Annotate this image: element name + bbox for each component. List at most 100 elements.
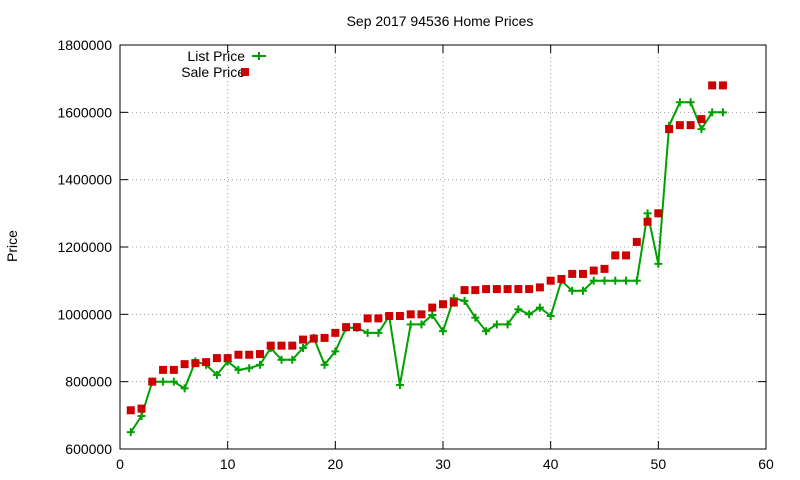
- x-tick-label: 20: [328, 456, 344, 472]
- y-axis-label: Price: [4, 230, 20, 262]
- sale-price-point: [482, 285, 491, 294]
- sale-price-point: [202, 358, 211, 367]
- x-tick-label: 0: [116, 456, 124, 472]
- list-price-point: [137, 412, 146, 421]
- sale-price-point: [611, 251, 620, 260]
- sale-price-point: [277, 341, 286, 350]
- sale-price-point: [352, 323, 361, 332]
- list-price-point: [611, 276, 620, 285]
- sale-price-point: [460, 286, 469, 295]
- sale-price-point: [665, 125, 674, 134]
- list-price-point: [126, 428, 135, 437]
- sale-price-point: [406, 310, 415, 319]
- list-price-point: [169, 377, 178, 386]
- sale-price-point: [223, 354, 232, 363]
- list-price-point: [643, 209, 652, 218]
- sale-price-point: [320, 333, 329, 342]
- x-tick-label: 60: [758, 456, 774, 472]
- sale-price-point: [266, 341, 275, 350]
- grid: [120, 45, 766, 449]
- legend-sample-sale-price: [241, 68, 249, 76]
- sale-price-point: [449, 298, 458, 307]
- sale-price-point: [525, 285, 534, 294]
- sale-price-point: [234, 350, 243, 359]
- sale-price-point: [428, 303, 437, 312]
- list-price-point: [159, 377, 168, 386]
- sale-price-point: [600, 264, 609, 273]
- list-price-point: [299, 344, 308, 352]
- list-price-point: [482, 327, 491, 336]
- list-price-point: [363, 328, 372, 337]
- sale-price-point: [212, 354, 221, 363]
- sale-price-point: [546, 276, 555, 285]
- list-price-point: [503, 320, 512, 329]
- sale-price-point: [417, 310, 426, 319]
- sale-price-point: [309, 334, 318, 343]
- list-price-line: [129, 101, 723, 433]
- legend-label-list-price: List Price: [187, 48, 245, 64]
- list-price-point: [708, 108, 717, 117]
- list-price-point: [460, 296, 469, 305]
- sale-price-point: [363, 314, 372, 323]
- sale-price-point: [697, 115, 706, 124]
- series-layer: [126, 81, 727, 437]
- list-price-point: [471, 313, 480, 322]
- list-price-point: [632, 276, 641, 285]
- x-tick-label: 10: [220, 456, 236, 472]
- list-price-point: [686, 98, 695, 107]
- y-tick-label: 1200000: [57, 239, 112, 255]
- x-tick-label: 50: [651, 456, 667, 472]
- list-price-point: [417, 320, 426, 329]
- axes: 600000 800000 1000000 1200000 1400000 1600000…: [57, 37, 774, 472]
- sale-price-point: [374, 314, 383, 323]
- sale-price-point: [578, 269, 587, 278]
- y-tick-label: 1000000: [57, 306, 112, 322]
- y-tick-label: 800000: [65, 374, 112, 390]
- list-price-point: [245, 364, 254, 373]
- sale-price-point: [503, 285, 512, 294]
- sale-price-point: [159, 365, 168, 374]
- list-price-point: [525, 310, 534, 319]
- sale-price-point: [385, 312, 394, 321]
- sale-price-point: [686, 121, 695, 130]
- x-tick-label: 30: [435, 456, 451, 472]
- y-tick-label: 1600000: [57, 104, 112, 120]
- list-price-point: [406, 320, 415, 329]
- sale-price-point: [718, 81, 727, 90]
- list-price-point: [578, 286, 587, 295]
- list-price-point: [622, 276, 631, 285]
- list-price-point: [546, 312, 555, 321]
- list-price-point: [535, 303, 544, 312]
- legend-label-sale-price: Sale Price: [181, 64, 245, 80]
- list-price-point: [568, 286, 577, 295]
- y-tick-label: 600000: [65, 441, 112, 457]
- sale-price-point: [331, 328, 340, 337]
- sale-price-point: [169, 365, 178, 374]
- sale-price-point: [514, 285, 523, 294]
- list-price-point: [277, 355, 286, 364]
- sale-price-point: [471, 286, 480, 295]
- list-price-point: [514, 305, 523, 314]
- list-price-point: [697, 125, 706, 134]
- sale-price-point: [137, 404, 146, 413]
- sale-price-point: [395, 312, 404, 321]
- list-price-point: [654, 259, 663, 268]
- sale-price-point: [126, 406, 135, 415]
- y-tick-label: 1800000: [57, 37, 112, 53]
- sale-price-point: [675, 121, 684, 130]
- sale-price-point: [255, 350, 264, 359]
- list-price-point: [428, 311, 437, 320]
- list-price-point: [675, 98, 684, 107]
- list-price-point: [234, 365, 243, 374]
- list-price-point: [180, 384, 189, 393]
- sale-price-point: [148, 377, 157, 386]
- sale-price-point: [492, 285, 501, 294]
- chart-title: Sep 2017 94536 Home Prices: [347, 13, 534, 29]
- x-tick-label: 40: [543, 456, 559, 472]
- list-price-point: [255, 360, 264, 369]
- list-price-point: [212, 370, 221, 379]
- list-price-point: [395, 381, 404, 390]
- list-price-point: [331, 347, 340, 356]
- sale-price-point: [180, 360, 189, 369]
- sale-price-point: [299, 335, 308, 344]
